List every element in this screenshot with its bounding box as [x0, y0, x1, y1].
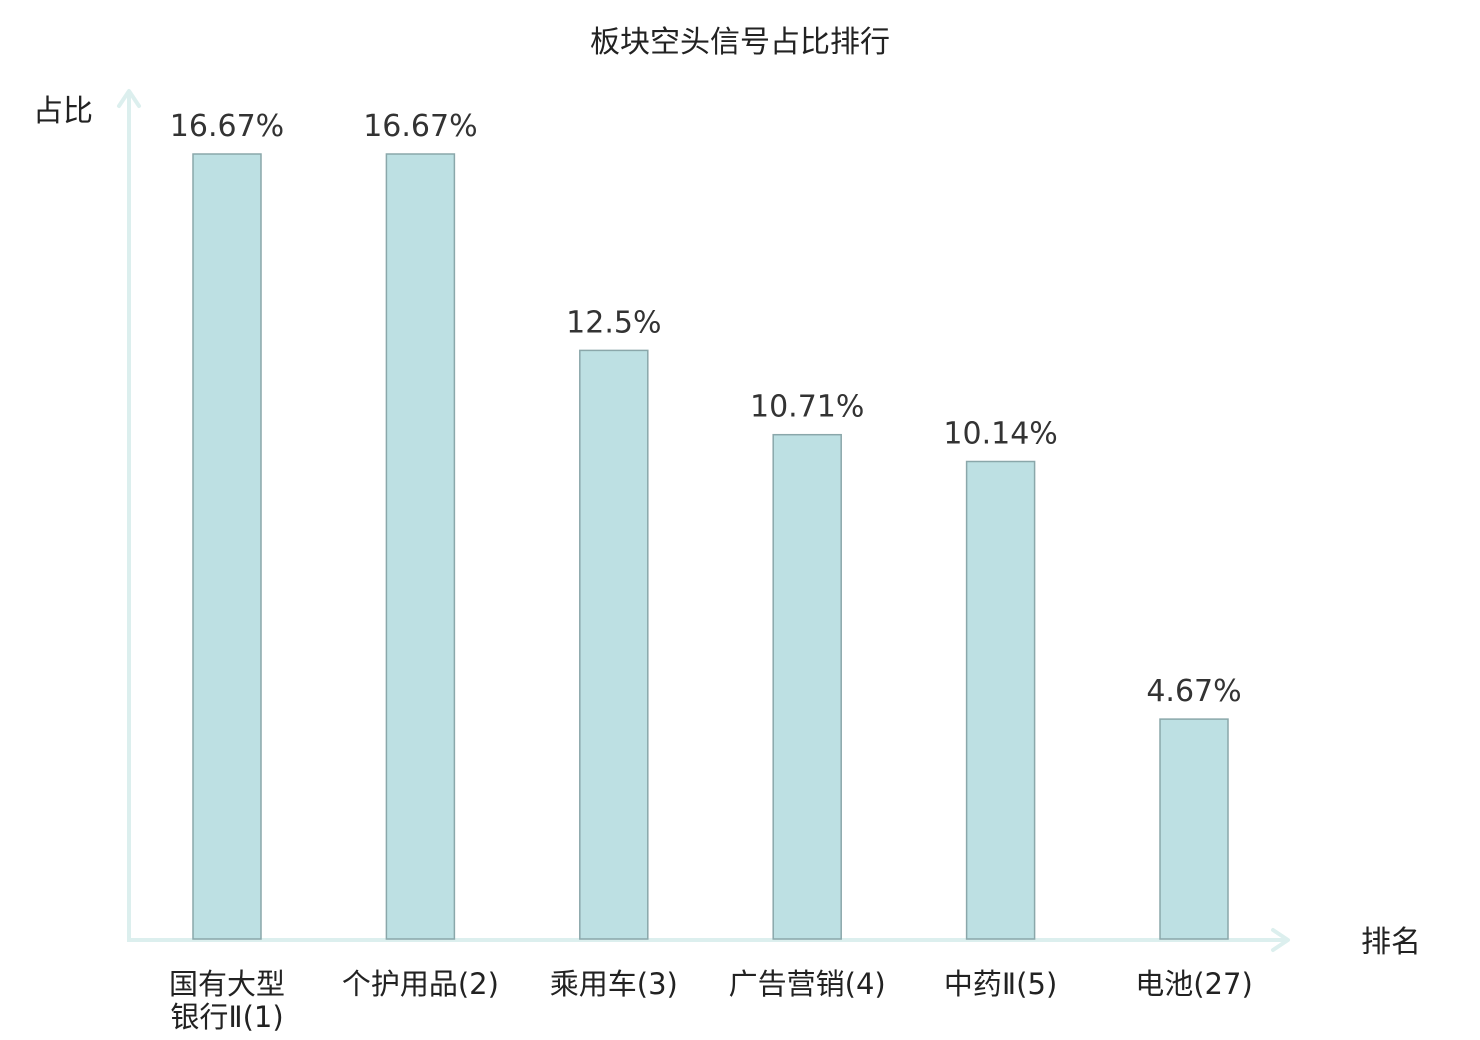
tick-labels-layer: 国有大型银行Ⅱ(1) 个护用品(2) 乘用车(3) 广告营销(4) 中药Ⅱ(5) 电池(2… — [169, 967, 1253, 1034]
x-tick-label-line: 国有大型 — [169, 967, 285, 1001]
x-axis-label: 排名 — [1361, 925, 1421, 960]
value-labels-layer: 16.67% 16.67% 12.5% 10.71% 10.14% 4.67% — [170, 109, 1242, 709]
x-tick-label-line: 中药Ⅱ(5) — [944, 967, 1057, 1001]
x-tick-label-4: 广告营销(4) — [729, 967, 886, 1001]
x-tick-label-line: 个护用品(2) — [342, 967, 499, 1001]
value-label-4: 10.71% — [750, 390, 864, 425]
x-tick-label-line: 广告营销(4) — [729, 967, 886, 1001]
value-label-6: 4.67% — [1146, 674, 1241, 709]
x-tick-label-line: 银行Ⅱ(1) — [170, 1000, 283, 1034]
bar-1 — [192, 153, 262, 940]
value-label-5: 10.14% — [943, 417, 1057, 452]
chart-title: 板块空头信号占比排行 — [590, 25, 890, 60]
x-tick-label-5: 中药Ⅱ(5) — [944, 967, 1057, 1001]
value-label-1: 16.67% — [170, 109, 284, 144]
bars-layer — [192, 153, 1229, 940]
x-tick-label-3: 乘用车(3) — [550, 967, 678, 1001]
x-tick-label-6: 电池(27) — [1135, 967, 1253, 1001]
x-axis-arrow — [1271, 928, 1290, 952]
axes — [117, 89, 1290, 952]
bar-4 — [772, 433, 842, 940]
x-tick-label-line: 电池(27) — [1135, 967, 1253, 1001]
value-label-3: 12.5% — [566, 305, 661, 340]
x-tick-label-1: 国有大型银行Ⅱ(1) — [169, 967, 285, 1034]
y-axis-arrow — [117, 89, 141, 108]
value-label-2: 16.67% — [363, 109, 477, 144]
bar-2 — [385, 153, 456, 940]
x-tick-label-2: 个护用品(2) — [342, 967, 499, 1001]
bar-3 — [579, 349, 649, 940]
bar-6 — [1159, 718, 1229, 940]
x-tick-label-line: 乘用车(3) — [550, 967, 678, 1001]
y-axis-label: 占比 — [33, 94, 93, 129]
bar-5 — [965, 460, 1036, 940]
